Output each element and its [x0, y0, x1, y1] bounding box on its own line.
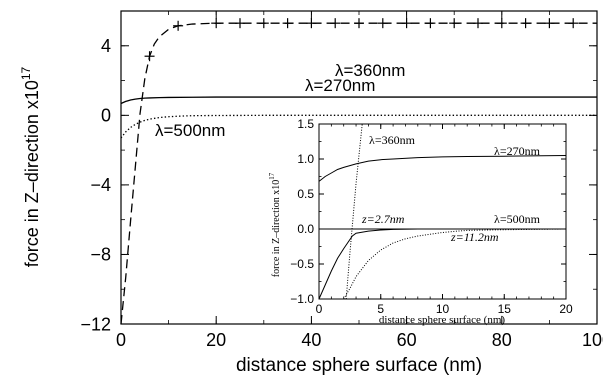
main-series-line-2 — [120, 114, 597, 139]
main-y-tick-label: −8 — [90, 245, 111, 265]
main-series-marker — [306, 18, 317, 29]
main-y-tick-label: −4 — [90, 175, 111, 195]
main-y-tick-label: 0 — [101, 106, 111, 126]
inset-x-tick-label: 5 — [377, 302, 384, 316]
main-series-marker — [401, 18, 412, 29]
inset-series-line-0 — [318, 155, 567, 182]
annotation-lambda-270: λ=270nm — [305, 76, 375, 95]
main-y-axis-label: force in Z–direction x10 — [22, 80, 42, 267]
main-series-marker — [330, 18, 341, 29]
annotation-lambda-360: λ=360nm — [335, 61, 405, 80]
main-series-marker — [449, 18, 460, 29]
main-series-marker — [354, 18, 364, 29]
main-y-axis-label-group: force in Z–direction x1017 — [19, 66, 42, 267]
inset-y-tick-label: −0.5 — [290, 257, 314, 271]
inset-y-tick-label: 0.5 — [297, 187, 314, 201]
main-series-marker — [377, 18, 388, 29]
inset-annotation-lambda-360: λ=360nm — [369, 133, 416, 147]
inset-series-line-2 — [343, 228, 567, 300]
main-y-axis-exponent: 17 — [19, 66, 33, 80]
inset-y-tick-label: 1.5 — [297, 117, 314, 131]
inset-annotation-lambda-500: λ=500nm — [494, 212, 541, 226]
main-x-tick-label: 80 — [492, 330, 512, 350]
main-series-marker — [282, 18, 293, 29]
main-series-marker — [211, 18, 222, 29]
main-x-tick-label: 60 — [397, 330, 417, 350]
inset-x-tick-label: 0 — [316, 302, 323, 316]
main-series-marker — [144, 51, 155, 62]
main-series-marker — [258, 18, 269, 29]
main-x-tick-label: 20 — [206, 330, 226, 350]
main-series-marker — [544, 18, 555, 29]
main-series-marker — [520, 18, 531, 29]
main-series-marker — [425, 18, 436, 29]
main-series-marker — [173, 20, 184, 31]
main-x-tick-label: 0 — [116, 330, 126, 350]
main-y-tick-label: 4 — [101, 36, 111, 56]
inset-annotation-z-2-7: z=2.7nm — [361, 212, 405, 226]
inset-x-tick-label: 15 — [498, 302, 512, 316]
main-x-tick-label: 100 — [582, 330, 603, 350]
main-x-tick-label: 40 — [301, 330, 321, 350]
inset-y-tick-label: 0.0 — [297, 222, 314, 236]
inset-x-tick-label: 20 — [559, 302, 573, 316]
main-series-marker — [235, 18, 245, 29]
inset-annotation-z-11-2: z=11.2nm — [450, 230, 499, 244]
main-series-marker — [568, 18, 579, 29]
inset-annotation-lambda-270: λ=270nm — [494, 144, 541, 158]
main-chart: 020406080100−12−8−404 distance sphere su… — [19, 10, 603, 376]
main-series-marker — [496, 18, 507, 29]
annotation-lambda-500: λ=500nm — [155, 121, 225, 140]
inset-y-tick-label: −1.0 — [290, 292, 314, 306]
inset-chart: 0 5 10 15 20 −1.0 −0.5 0.0 0.5 1.0 1.5 distance sp… — [264, 117, 588, 326]
inset-y-axis-exponent: 17 — [268, 172, 276, 180]
main-x-axis-label: distance sphere surface (nm) — [236, 355, 482, 376]
main-series-line-1 — [120, 96, 597, 105]
inset-y-tick-label: 1.0 — [297, 152, 314, 166]
main-series-marker — [473, 18, 483, 29]
inset-series-line-1 — [345, 123, 363, 300]
inset-x-axis-label: distance sphere surface (nm) — [379, 314, 505, 326]
inset-x-tick-label: 10 — [436, 302, 450, 316]
main-y-tick-label: −12 — [80, 314, 111, 334]
inset-background — [264, 117, 588, 292]
inset-y-axis-label-group: force in Z–direction x1017 — [268, 172, 282, 277]
inset-y-axis-label: force in Z–direction x10 — [271, 180, 282, 277]
